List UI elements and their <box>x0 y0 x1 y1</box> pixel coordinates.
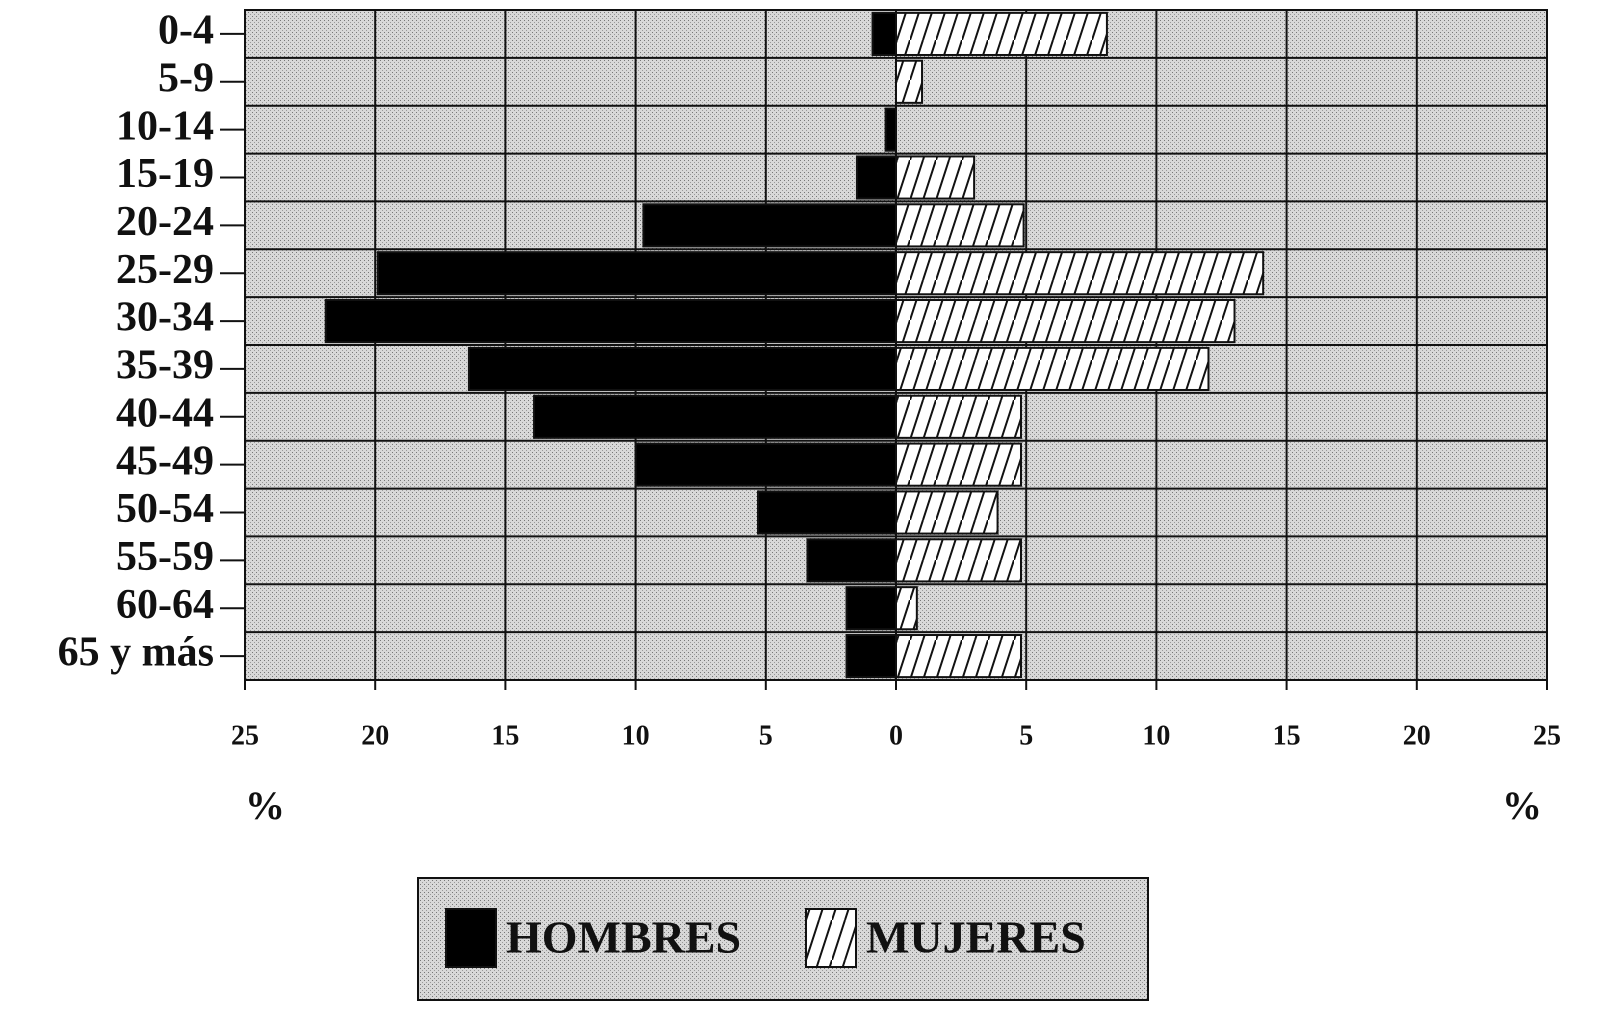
x-tick-label: 5 <box>1019 720 1033 751</box>
x-axis-label: % <box>245 783 285 828</box>
legend-swatch <box>445 908 497 968</box>
y-tick-label: 65 y más <box>58 630 214 676</box>
y-tick-label: 60-64 <box>116 582 214 628</box>
y-tick-label: 50-54 <box>116 486 214 532</box>
bar <box>642 203 897 248</box>
x-tick-label: 15 <box>491 720 519 751</box>
x-axis-label: % <box>1502 783 1542 828</box>
y-tick-label: 0-4 <box>158 8 214 54</box>
y-tick-label: 35-39 <box>116 343 214 389</box>
x-tick-label: 20 <box>1403 720 1431 751</box>
bar <box>895 203 1025 248</box>
bar <box>895 442 1022 487</box>
bar <box>895 394 1022 439</box>
bar <box>634 442 897 487</box>
legend <box>417 877 1149 1001</box>
y-tick-label: 5-9 <box>158 55 214 101</box>
bar <box>895 586 918 631</box>
x-tick-label: 5 <box>759 720 773 751</box>
bar <box>376 251 897 296</box>
x-tick-label: 0 <box>889 720 903 751</box>
bar <box>324 299 897 344</box>
x-tick-label: 25 <box>1533 720 1561 751</box>
bar <box>845 586 897 631</box>
bar <box>845 634 897 679</box>
bar <box>756 490 897 535</box>
bar <box>895 346 1210 391</box>
bar <box>467 346 897 391</box>
bar <box>895 490 999 535</box>
bar <box>895 11 1108 56</box>
x-tick-label: 10 <box>622 720 650 751</box>
bar <box>871 11 898 56</box>
legend-label: MUJERES <box>866 912 1086 963</box>
y-tick-label: 25-29 <box>116 247 214 293</box>
y-tick-label: 45-49 <box>116 438 214 484</box>
x-tick-label: 20 <box>361 720 389 751</box>
legend-swatch <box>805 908 857 968</box>
bar <box>533 394 897 439</box>
y-tick-label: 10-14 <box>116 103 214 149</box>
legend-label: HOMBRES <box>506 912 741 963</box>
bar <box>895 538 1022 583</box>
x-tick-label: 25 <box>231 720 259 751</box>
x-tick-label: 15 <box>1273 720 1301 751</box>
y-tick-label: 55-59 <box>116 534 214 580</box>
y-tick-label: 20-24 <box>116 199 214 245</box>
bar <box>895 299 1236 344</box>
bar <box>895 59 924 104</box>
bar <box>855 155 898 200</box>
y-tick-label: 40-44 <box>116 390 214 436</box>
bar <box>895 251 1265 296</box>
bar <box>895 634 1022 679</box>
bar <box>806 538 897 583</box>
bar <box>884 107 897 152</box>
y-tick-label: 15-19 <box>116 151 214 197</box>
bar <box>895 155 976 200</box>
y-tick-label: 30-34 <box>116 295 214 341</box>
x-tick-label: 10 <box>1142 720 1170 751</box>
